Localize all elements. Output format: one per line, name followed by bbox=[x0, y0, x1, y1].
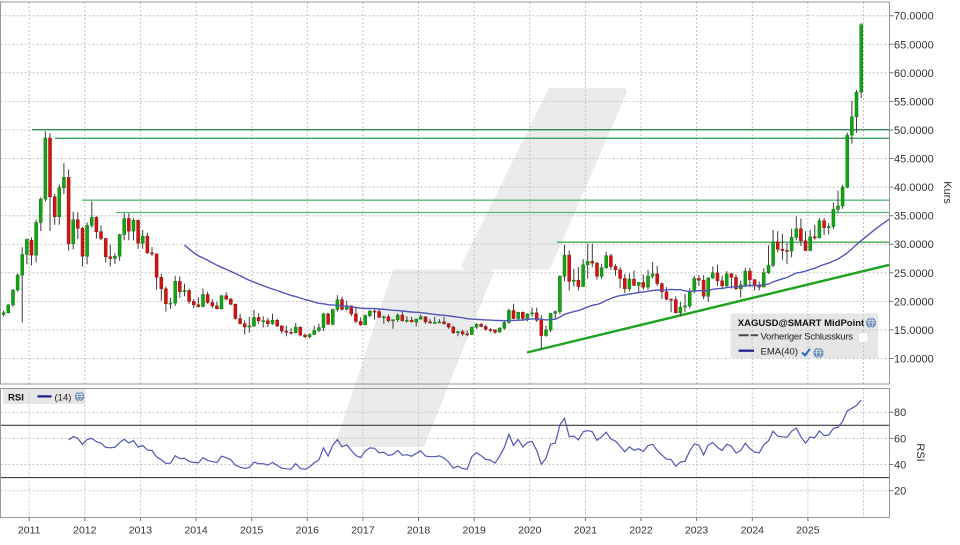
svg-text:25.0000: 25.0000 bbox=[894, 268, 934, 280]
svg-text:10.0000: 10.0000 bbox=[894, 354, 934, 366]
svg-text:55.0000: 55.0000 bbox=[894, 96, 934, 108]
svg-text:15.0000: 15.0000 bbox=[894, 325, 934, 337]
svg-text:2021: 2021 bbox=[574, 525, 598, 537]
svg-text:70.0000: 70.0000 bbox=[894, 11, 934, 23]
svg-text:35.0000: 35.0000 bbox=[894, 211, 934, 223]
svg-text:60: 60 bbox=[894, 433, 906, 445]
svg-text:65.0000: 65.0000 bbox=[894, 39, 934, 51]
svg-text:XAGUSD@SMART MidPoint: XAGUSD@SMART MidPoint bbox=[738, 318, 865, 329]
svg-text:40: 40 bbox=[894, 460, 906, 472]
svg-text:Kurs: Kurs bbox=[941, 181, 953, 204]
svg-text:50.0000: 50.0000 bbox=[894, 125, 934, 137]
svg-text:2023: 2023 bbox=[685, 525, 709, 537]
svg-text:RSI: RSI bbox=[8, 392, 24, 403]
svg-text:2014: 2014 bbox=[184, 525, 208, 537]
svg-text:2011: 2011 bbox=[18, 525, 41, 537]
svg-text:RSI: RSI bbox=[914, 443, 926, 461]
svg-text:2020: 2020 bbox=[518, 525, 542, 537]
svg-text:(14): (14) bbox=[55, 392, 72, 403]
svg-text:2017: 2017 bbox=[351, 525, 375, 537]
svg-text:2022: 2022 bbox=[629, 525, 653, 537]
svg-text:2016: 2016 bbox=[296, 525, 320, 537]
svg-text:80: 80 bbox=[894, 407, 906, 419]
svg-text:20: 20 bbox=[894, 486, 906, 498]
svg-text:2012: 2012 bbox=[73, 525, 97, 537]
svg-text:45.0000: 45.0000 bbox=[894, 154, 934, 166]
svg-text:2015: 2015 bbox=[240, 525, 264, 537]
svg-text:2024: 2024 bbox=[741, 525, 765, 537]
svg-text:40.0000: 40.0000 bbox=[894, 182, 934, 194]
svg-text:2019: 2019 bbox=[463, 525, 487, 537]
svg-text:20.0000: 20.0000 bbox=[894, 296, 934, 308]
svg-text:EMA(40): EMA(40) bbox=[761, 346, 798, 357]
svg-text:2013: 2013 bbox=[129, 525, 153, 537]
svg-text:60.0000: 60.0000 bbox=[894, 68, 934, 80]
svg-text:2025: 2025 bbox=[796, 525, 820, 537]
svg-text:2018: 2018 bbox=[407, 525, 431, 537]
svg-text:Vorheriger Schlusskurs: Vorheriger Schlusskurs bbox=[761, 332, 854, 343]
svg-text:30.0000: 30.0000 bbox=[894, 239, 934, 251]
